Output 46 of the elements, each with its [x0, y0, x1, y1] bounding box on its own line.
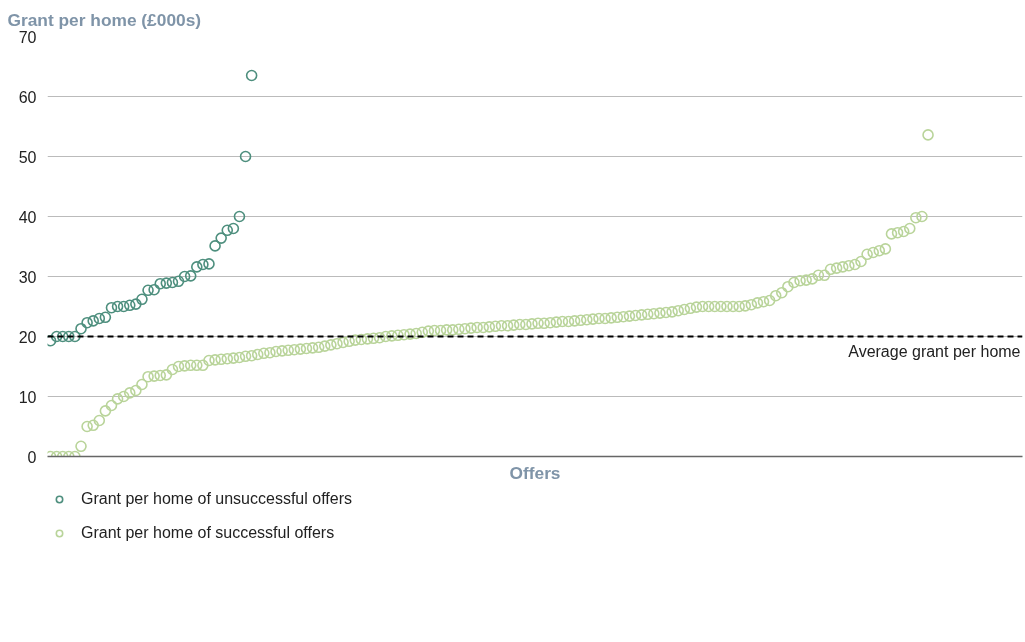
point [117, 300, 130, 313]
chart-title: Grant per home (£000s) [7, 9, 202, 30]
point [239, 150, 252, 163]
point [56, 330, 69, 343]
point [166, 276, 179, 289]
y-tick-label: 70 [18, 28, 37, 46]
point [123, 299, 136, 312]
point [142, 284, 154, 297]
point [81, 316, 93, 329]
x-axis-title: Offers [509, 462, 561, 483]
point [111, 300, 124, 313]
point [221, 224, 234, 237]
point [75, 322, 87, 335]
point [69, 330, 81, 343]
point [178, 270, 191, 283]
point [191, 261, 203, 273]
point [154, 277, 167, 290]
point [93, 312, 106, 325]
y-tick-label: 60 [18, 88, 37, 106]
legend-label: Grant per home of successful offers [81, 524, 335, 542]
y-tick-label: 50 [18, 148, 37, 166]
point [215, 232, 227, 244]
y-tick-label: 40 [18, 208, 37, 226]
y-tick-label: 10 [18, 388, 37, 406]
y-tick-label: 0 [27, 448, 37, 466]
y-tick-label: 20 [18, 328, 37, 346]
y-tick-label: 30 [18, 268, 37, 286]
point [197, 258, 209, 271]
point [105, 301, 118, 314]
point [203, 258, 215, 270]
point [184, 270, 197, 282]
point [130, 298, 142, 310]
point [245, 69, 258, 82]
point [209, 240, 221, 252]
point [160, 277, 173, 289]
point [50, 330, 63, 343]
ref-line-label: Average grant per home [848, 342, 1021, 360]
point [87, 315, 99, 327]
point [99, 311, 112, 324]
point [136, 293, 148, 306]
point [233, 210, 246, 223]
point [227, 222, 240, 235]
legend-label: Grant per home of unsuccessful offers [81, 490, 352, 508]
point [148, 283, 160, 296]
point [63, 330, 75, 343]
point [172, 275, 185, 288]
